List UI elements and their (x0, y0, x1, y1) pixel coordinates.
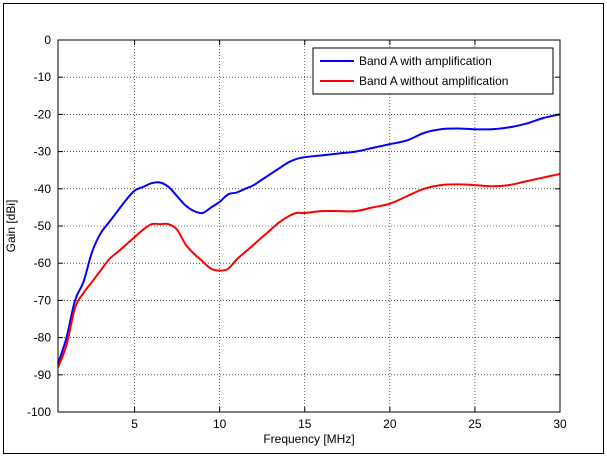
legend-label-with-amplification: Band A with amplification (359, 54, 492, 68)
y-tick-label: -30 (34, 145, 52, 159)
y-tick-label: -10 (34, 70, 52, 84)
x-tick-label: 25 (468, 417, 482, 431)
legend: Band A with amplification Band A without… (313, 48, 553, 94)
y-tick-label: -20 (34, 107, 52, 121)
y-tick-label: -40 (34, 182, 52, 196)
y-tick-label: -70 (34, 293, 52, 307)
y-tick-label: -50 (34, 219, 52, 233)
x-axis-label: Frequency [MHz] (263, 432, 354, 446)
legend-label-without-amplification: Band A without amplification (359, 74, 508, 88)
y-tick-label: -80 (34, 331, 52, 345)
y-axis-label: Gain [dBi] (4, 200, 18, 253)
y-tick-label: 0 (44, 33, 51, 47)
x-tick-label: 20 (383, 417, 397, 431)
y-tick-label: -60 (34, 256, 52, 270)
y-tick-label: -90 (34, 368, 52, 382)
x-tick-label: 10 (213, 417, 227, 431)
x-tick-label: 30 (553, 417, 567, 431)
x-tick-label: 5 (131, 417, 138, 431)
y-tick-label: -100 (27, 405, 51, 419)
x-tick-label: 15 (298, 417, 312, 431)
